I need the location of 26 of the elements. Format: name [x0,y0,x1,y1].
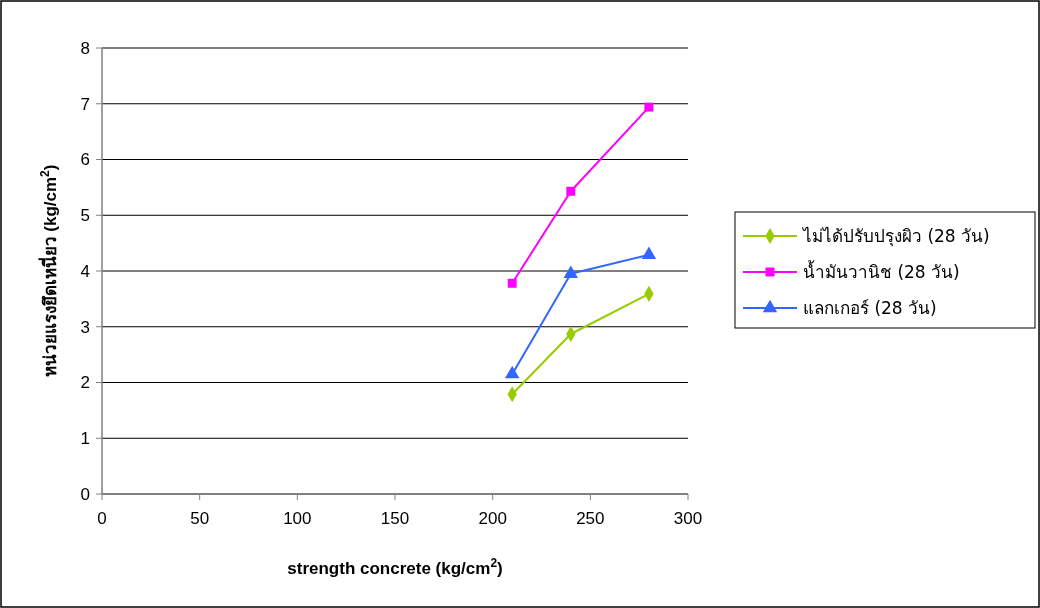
y-tick-label: 8 [80,38,90,58]
x-axis-title: strength concrete (kg/cm$^{2}$) [287,556,503,578]
y-tick-label: 7 [80,94,90,114]
legend-label: น้ำมันวานิช (28 วัน) [803,259,960,282]
y-tick-label: 2 [80,373,90,393]
legend-label: ไม่ได้ปรับปรุงผิว (28 วัน) [801,225,990,247]
y-tick-label: 3 [80,317,90,337]
point [641,246,657,259]
y-tick-label: 4 [80,261,90,281]
y-tick-label: 5 [80,206,90,226]
point [507,278,517,288]
legend-label: แลกเกอร์ (28 วัน) [803,297,937,318]
y-tick-label: 0 [80,484,90,504]
y-tick-label: 1 [80,429,90,449]
x-tick-label: 300 [673,509,703,528]
x-tick-label: 100 [283,509,312,528]
point [504,365,520,379]
x-tick-label: 150 [380,509,410,528]
point [644,102,654,112]
x-tick-label: 200 [478,509,507,528]
point [563,265,579,278]
x-tick-label: 50 [190,509,210,528]
x-tick-label: 0 [97,509,107,528]
point [566,186,576,196]
y-tick-label: 6 [80,150,90,170]
x-tick-label: 250 [576,509,605,528]
